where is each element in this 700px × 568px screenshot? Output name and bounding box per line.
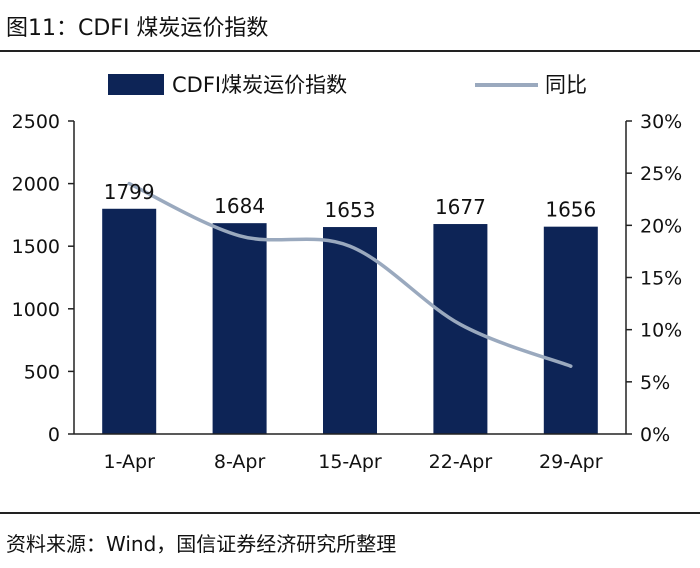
bar-1-Apr bbox=[102, 208, 157, 434]
bar-8-Apr bbox=[212, 223, 267, 434]
y-left-tick-label: 2000 bbox=[12, 174, 60, 196]
top-rule bbox=[0, 50, 700, 52]
data-label-29-Apr: 1656 bbox=[545, 198, 596, 222]
x-tick-label-29-Apr: 29-Apr bbox=[539, 451, 603, 473]
x-tick-label-1-Apr: 1-Apr bbox=[103, 451, 155, 473]
bar-15-Apr bbox=[323, 227, 377, 434]
data-labels: 1799 1684 1653 1677 1656 bbox=[104, 180, 597, 222]
y-right-tick-label: 25% bbox=[640, 163, 682, 185]
y-right-tick-label: 15% bbox=[640, 268, 682, 290]
bar-29-Apr bbox=[543, 226, 598, 434]
legend-label-bar: CDFI煤炭运价指数 bbox=[172, 73, 347, 97]
y-left-tick-label: 1000 bbox=[12, 299, 60, 321]
legend-label-line: 同比 bbox=[545, 73, 587, 97]
y-right-tick-label: 20% bbox=[640, 215, 682, 237]
y-left-tick-label: 2500 bbox=[12, 111, 60, 133]
bar-22-Apr bbox=[433, 224, 488, 434]
legend: CDFI煤炭运价指数 同比 bbox=[108, 73, 587, 97]
source-note: 资料来源：Wind，国信证券经济研究所整理 bbox=[6, 532, 397, 556]
y-right-tick-label: 30% bbox=[640, 111, 682, 133]
y-right-tick-label: 10% bbox=[640, 320, 682, 342]
x-tick-label-15-Apr: 15-Apr bbox=[318, 451, 382, 473]
y-left-tick-label: 500 bbox=[24, 361, 60, 383]
x-tick-label-8-Apr: 8-Apr bbox=[214, 451, 266, 473]
y-left-tick-label: 1500 bbox=[12, 236, 60, 258]
y-right-tick-label: 0% bbox=[640, 424, 670, 446]
bar-series bbox=[102, 208, 598, 434]
y-left-tick-label: 0 bbox=[48, 424, 60, 446]
data-label-22-Apr: 1677 bbox=[435, 195, 486, 219]
figure-title: 图11：CDFI 煤炭运价指数 bbox=[6, 16, 269, 41]
legend-swatch-bar bbox=[108, 74, 164, 95]
data-label-8-Apr: 1684 bbox=[214, 194, 265, 218]
line-series bbox=[127, 181, 573, 368]
axes: 0 500 1000 1500 2000 2500 0% 5% 10% 15% 20% 25% 30% 1… bbox=[12, 111, 683, 473]
chart: CDFI煤炭运价指数 同比 1799 1684 1653 1677 1656 0 500 10… bbox=[12, 73, 683, 473]
bottom-rule bbox=[0, 512, 700, 514]
y-right-tick-label: 5% bbox=[640, 372, 670, 394]
x-tick-label-22-Apr: 22-Apr bbox=[429, 451, 493, 473]
data-label-1-Apr: 1799 bbox=[104, 180, 155, 204]
data-label-15-Apr: 1653 bbox=[325, 198, 376, 222]
